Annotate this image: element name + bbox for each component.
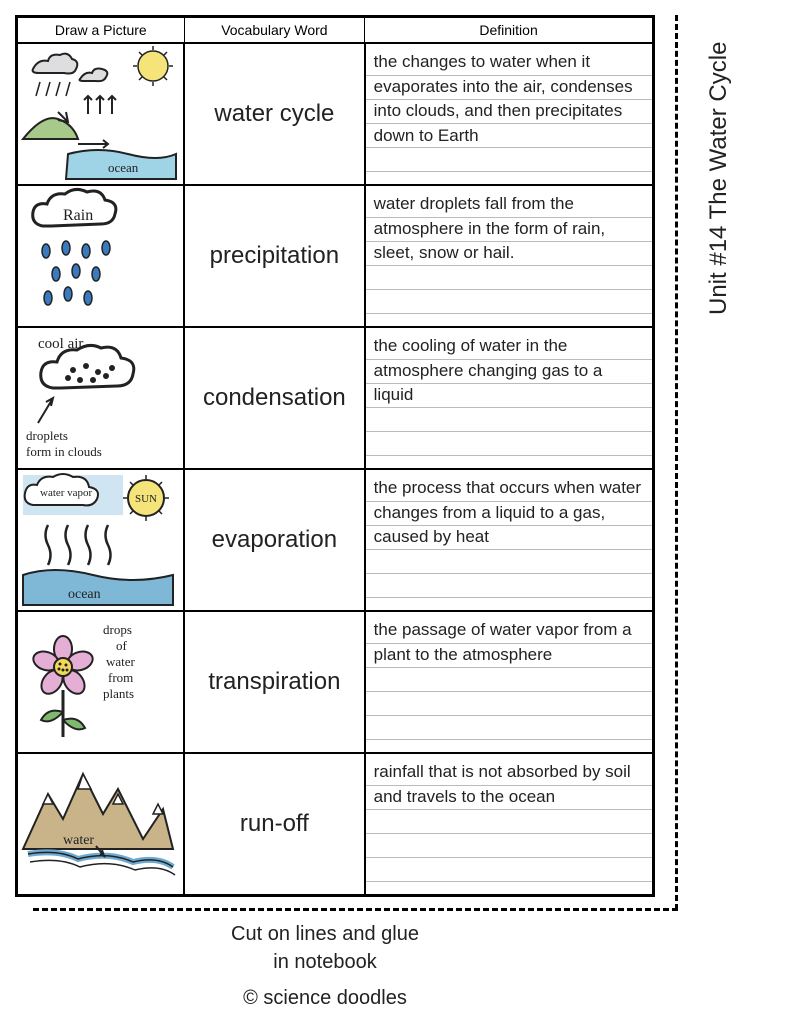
word-cell: run-off [184,753,365,896]
picture-cell-water-cycle: ocean [17,43,185,185]
label-rain: Rain [63,207,93,224]
evaporation-icon: water vapor SUN ocean [18,470,178,610]
condensation-icon: cool air droplets form in clouds [18,328,178,468]
vocab-word: transpiration [208,668,340,696]
label-drops-5: plants [103,686,134,701]
definition-cell: the process that occurs when water chang… [365,469,654,611]
picture-cell-condensation: cool air droplets form in clouds [17,327,185,469]
definition-cell: water droplets fall from the atmosphere … [365,185,654,327]
definition-text: the changes to water when it evaporates … [374,50,644,149]
credit-line: © science doodles [150,984,500,1012]
table-row: Rain precipitati [17,185,654,327]
word-cell: evaporation [184,469,365,611]
word-cell: water cycle [184,43,365,185]
cut-line-right [675,15,678,910]
word-cell: condensation [184,327,365,469]
label-drops-2: of [116,638,128,653]
cut-line-bottom [33,908,678,911]
rain-cloud-icon: Rain [18,186,178,326]
label-drops-3: water [106,654,136,669]
table-row: water vapor SUN ocean [17,469,654,611]
vocab-word: water cycle [214,100,334,128]
word-cell: precipitation [184,185,365,327]
flower-icon: drops of water from plants [18,612,178,752]
table-header-row: Draw a Picture Vocabulary Word Definitio… [17,17,654,44]
table-row: drops of water from plants transpiration… [17,611,654,753]
header-picture: Draw a Picture [17,17,185,44]
definition-cell: the cooling of water in the atmosphere c… [365,327,654,469]
definition-cell: rainfall that is not absorbed by soil an… [365,753,654,896]
vocab-word: run-off [240,810,309,838]
vocab-word: evaporation [212,526,337,554]
water-cycle-icon: ocean [18,44,178,184]
definition-text: rainfall that is not absorbed by soil an… [374,760,644,809]
table-row: water run-off rainfall that is not absor… [17,753,654,896]
definition-cell: the passage of water vapor from a plant … [365,611,654,753]
vocab-word: condensation [203,384,346,412]
worksheet-container: Draw a Picture Vocabulary Word Definitio… [15,15,735,915]
label-vapor: water vapor [40,487,93,499]
label-droplets-2: form in clouds [26,444,102,459]
definition-cell: the changes to water when it evaporates … [365,43,654,185]
definition-text: water droplets fall from the atmosphere … [374,192,644,266]
header-definition: Definition [365,17,654,44]
header-word: Vocabulary Word [184,17,365,44]
word-cell: transpiration [184,611,365,753]
unit-label: Unit #14 The Water Cycle [705,42,733,315]
definition-text: the passage of water vapor from a plant … [374,618,644,667]
label-drops-4: from [108,670,133,685]
instructions-line2: in notebook [150,948,500,976]
definition-text: the process that occurs when water chang… [374,476,644,550]
label-ocean: ocean [108,160,139,175]
label-water: water [63,833,94,848]
label-droplets-1: droplets [26,428,68,443]
vocab-table: Draw a Picture Vocabulary Word Definitio… [15,15,655,897]
picture-cell-evaporation: water vapor SUN ocean [17,469,185,611]
mountain-river-icon: water [18,754,178,894]
picture-cell-transpiration: drops of water from plants [17,611,185,753]
instructions-line1: Cut on lines and glue [150,920,500,948]
instructions: Cut on lines and glue in notebook © scie… [150,920,500,1012]
label-ocean: ocean [68,587,101,602]
picture-cell-runoff: water [17,753,185,896]
vocab-word: precipitation [210,242,339,270]
definition-text: the cooling of water in the atmosphere c… [374,334,644,408]
picture-cell-precipitation: Rain [17,185,185,327]
table-row: cool air droplets form in clouds [17,327,654,469]
label-drops-1: drops [103,622,132,637]
label-sun: SUN [135,493,157,505]
table-row: ocean water cycle the changes to water w… [17,43,654,185]
